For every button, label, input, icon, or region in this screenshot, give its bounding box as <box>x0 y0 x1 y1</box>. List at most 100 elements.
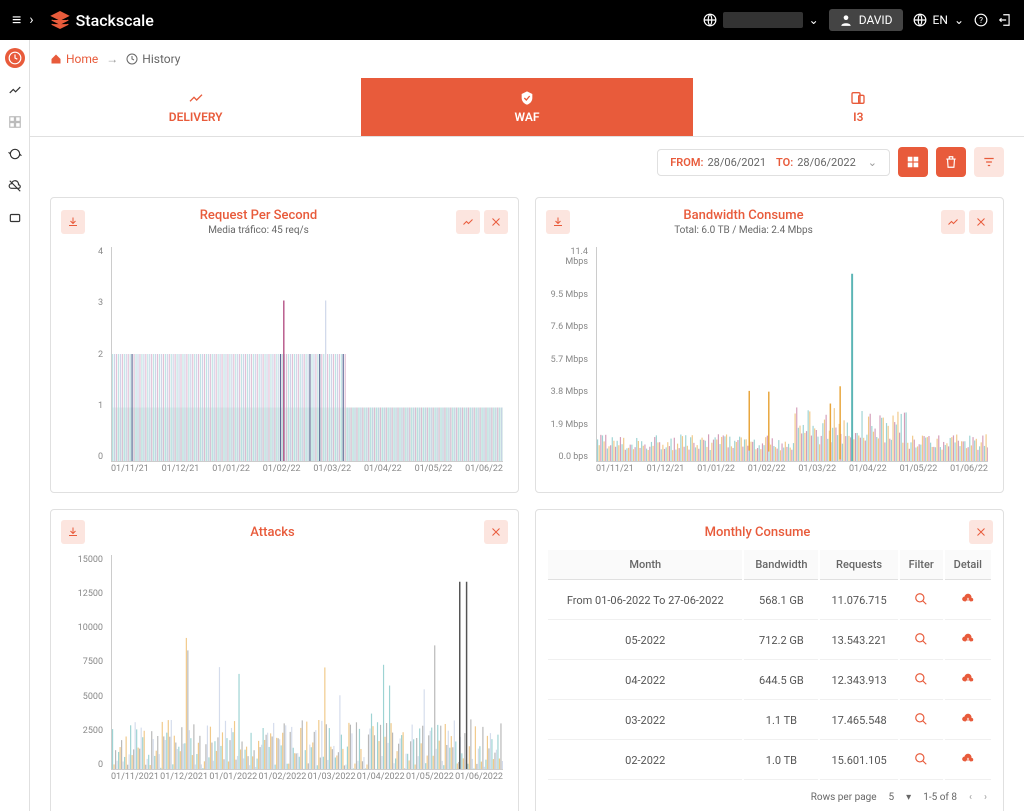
table-row: From 01-06-2022 To 27-06-2022568.1 GB11.… <box>548 582 991 620</box>
panel-rps: Request Per Second Media tráfico: 45 req… <box>50 197 519 493</box>
panel-bandwidth: Bandwidth Consume Total: 6.0 TB / Media:… <box>535 197 1004 493</box>
cell-requests: 11.076.715 <box>820 582 897 620</box>
cell-month: 04-2022 <box>548 662 742 700</box>
cell-requests: 17.465.548 <box>820 702 897 740</box>
clock-icon <box>126 53 138 65</box>
table-row: 05-2022712.2 GB13.543.221 <box>548 622 991 660</box>
panel-subtitle: Total: 6.0 TB / Media: 2.4 Mbps <box>546 225 941 236</box>
region-selector[interactable]: ⌄ <box>703 12 819 28</box>
main-tabs: DELIVERY WAF I3 <box>30 78 1024 137</box>
table-row: 03-20221.1 TB17.465.548 <box>548 702 991 740</box>
sidebar-item-device[interactable] <box>5 208 25 228</box>
sidebar-item-sync[interactable] <box>5 144 25 164</box>
svg-text:?: ? <box>979 15 983 25</box>
cloud-download-icon[interactable] <box>961 752 975 766</box>
help-icon[interactable]: ? <box>974 13 988 27</box>
bandwidth-chart: 11.4 Mbps9.5 Mbps7.6 Mbps5.7 Mbps3.8 Mbp… <box>546 242 993 482</box>
breadcrumb-home[interactable]: Home <box>50 52 98 66</box>
chart-grid: Request Per Second Media tráfico: 45 req… <box>30 187 1024 811</box>
sidebar-item-history[interactable] <box>5 48 25 68</box>
close-panel-button[interactable] <box>484 520 508 544</box>
filter-button[interactable] <box>974 147 1004 177</box>
tab-delivery[interactable]: DELIVERY <box>30 78 361 136</box>
devices-icon <box>850 90 866 106</box>
cloud-download-icon[interactable] <box>961 712 975 726</box>
chart-type-button[interactable] <box>941 210 965 234</box>
stackscale-logo-icon <box>50 10 70 30</box>
cell-bandwidth: 1.1 TB <box>744 702 818 740</box>
filter-bar: FROM: 28/06/2021 TO: 28/06/2022⌄ <box>30 137 1024 187</box>
panel-title: Bandwidth Consume <box>546 208 941 223</box>
download-button[interactable] <box>61 520 85 544</box>
cloud-download-icon[interactable] <box>961 632 975 646</box>
chart-type-button[interactable] <box>456 210 480 234</box>
download-button[interactable] <box>61 210 85 234</box>
panel-monthly: Monthly Consume MonthBandwidthRequestsFi… <box>535 509 1004 811</box>
app-header: ≡ › Stackscale ⌄ DAVID EN ⌄ ? <box>0 0 1024 40</box>
panel-title: Request Per Second <box>61 208 456 223</box>
search-icon[interactable] <box>914 592 928 606</box>
home-icon <box>50 53 62 65</box>
close-panel-button[interactable] <box>969 210 993 234</box>
tab-waf[interactable]: WAF <box>361 78 692 136</box>
brand-name: Stackscale <box>76 11 154 30</box>
user-icon <box>839 13 853 27</box>
cell-month: 05-2022 <box>548 622 742 660</box>
exit-icon[interactable] <box>998 13 1012 27</box>
user-badge[interactable]: DAVID <box>829 9 903 31</box>
cell-requests: 15.601.105 <box>820 742 897 780</box>
grid-view-button[interactable] <box>898 147 928 177</box>
clock-icon <box>8 51 22 65</box>
table-column-header: Bandwidth <box>744 550 818 580</box>
chevron-down-icon: ⌄ <box>954 13 964 27</box>
trash-icon <box>944 155 958 169</box>
close-panel-button[interactable] <box>484 210 508 234</box>
download-button[interactable] <box>546 210 570 234</box>
panel-subtitle: Media tráfico: 45 req/s <box>61 225 456 236</box>
chart-line-icon <box>947 216 959 228</box>
cell-bandwidth: 712.2 GB <box>744 622 818 660</box>
left-sidebar <box>0 40 30 811</box>
search-icon[interactable] <box>914 712 928 726</box>
search-icon[interactable] <box>914 672 928 686</box>
next-page-button[interactable]: › <box>984 792 987 803</box>
user-name: DAVID <box>859 13 893 27</box>
chevron-right-icon[interactable]: › <box>29 12 33 28</box>
cell-month: 03-2022 <box>548 702 742 740</box>
grid-icon <box>8 115 22 129</box>
rows-per-page-label: Rows per page <box>811 792 877 803</box>
filter-icon <box>982 155 996 169</box>
cloud-download-icon[interactable] <box>961 592 975 606</box>
rps-chart: 43210 01/11/2101/12/2101/01/2201/02/2201… <box>61 242 508 482</box>
chart-line-icon <box>8 83 22 97</box>
table-row: 02-20221.0 TB15.601.105 <box>548 742 991 780</box>
cell-month: 02-2022 <box>548 742 742 780</box>
shield-check-icon <box>519 90 535 106</box>
brand-logo[interactable]: Stackscale <box>50 10 154 30</box>
dropdown-icon[interactable]: ▾ <box>906 792 911 803</box>
region-blurred <box>723 12 803 28</box>
sidebar-item-grid[interactable] <box>5 112 25 132</box>
hamburger-menu-icon[interactable]: ≡ <box>12 10 21 30</box>
close-panel-button[interactable] <box>969 520 993 544</box>
sidebar-item-analytics[interactable] <box>5 80 25 100</box>
cell-requests: 12.343.913 <box>820 662 897 700</box>
cell-bandwidth: 644.5 GB <box>744 662 818 700</box>
search-icon[interactable] <box>914 752 928 766</box>
download-icon <box>67 216 79 228</box>
rows-per-page-value[interactable]: 5 <box>889 792 895 803</box>
close-icon <box>975 216 987 228</box>
language-selector[interactable]: EN ⌄ <box>913 13 964 27</box>
cloud-download-icon[interactable] <box>961 672 975 686</box>
cell-requests: 13.543.221 <box>820 622 897 660</box>
prev-page-button[interactable]: ‹ <box>969 792 972 803</box>
download-icon <box>67 526 79 538</box>
search-icon[interactable] <box>914 632 928 646</box>
sync-icon <box>8 147 22 161</box>
breadcrumb-arrow-icon: → <box>106 52 118 66</box>
date-range-picker[interactable]: FROM: 28/06/2021 TO: 28/06/2022⌄ <box>657 149 890 176</box>
breadcrumb-current: History <box>126 52 180 66</box>
tab-i3[interactable]: I3 <box>693 78 1024 136</box>
sidebar-item-cloud[interactable] <box>5 176 25 196</box>
delete-button[interactable] <box>936 147 966 177</box>
